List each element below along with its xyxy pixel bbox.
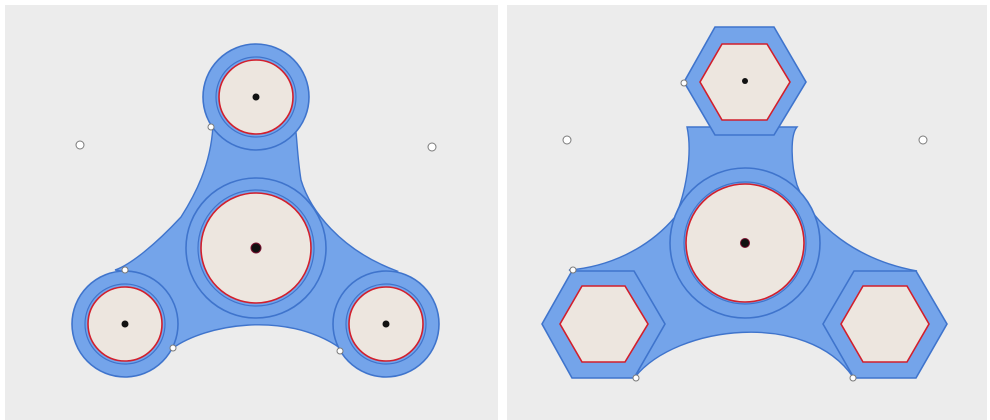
construction-point[interactable] [207, 123, 215, 131]
left-center-point[interactable] [121, 320, 129, 328]
construction-point[interactable] [75, 140, 85, 150]
construction-point[interactable] [849, 374, 857, 382]
construction-point[interactable] [169, 344, 177, 352]
top-center-point[interactable] [742, 78, 748, 84]
hub-center-point[interactable] [250, 242, 262, 254]
top-center-point[interactable] [252, 93, 260, 101]
construction-point[interactable] [427, 142, 437, 152]
construction-point[interactable] [336, 347, 344, 355]
right-hex-bore[interactable] [840, 285, 930, 363]
right-sketch-panel [507, 5, 987, 420]
construction-point[interactable] [680, 79, 688, 87]
hub-ring [683, 181, 807, 305]
left-hex-bore[interactable] [559, 285, 649, 363]
construction-point[interactable] [918, 135, 928, 145]
round-spinner-drawing [71, 43, 440, 378]
construction-point[interactable] [569, 266, 577, 274]
hub-center-point[interactable] [740, 238, 750, 248]
right-ring [345, 283, 427, 365]
construction-point[interactable] [121, 266, 129, 274]
construction-point[interactable] [632, 374, 640, 382]
hub-ring [197, 189, 315, 307]
right-center-point[interactable] [382, 320, 390, 328]
hex-spinner-drawing [541, 26, 948, 382]
construction-point[interactable] [562, 135, 572, 145]
left-sketch-panel [5, 5, 498, 420]
left-ring [84, 283, 166, 365]
top-ring [215, 56, 297, 138]
